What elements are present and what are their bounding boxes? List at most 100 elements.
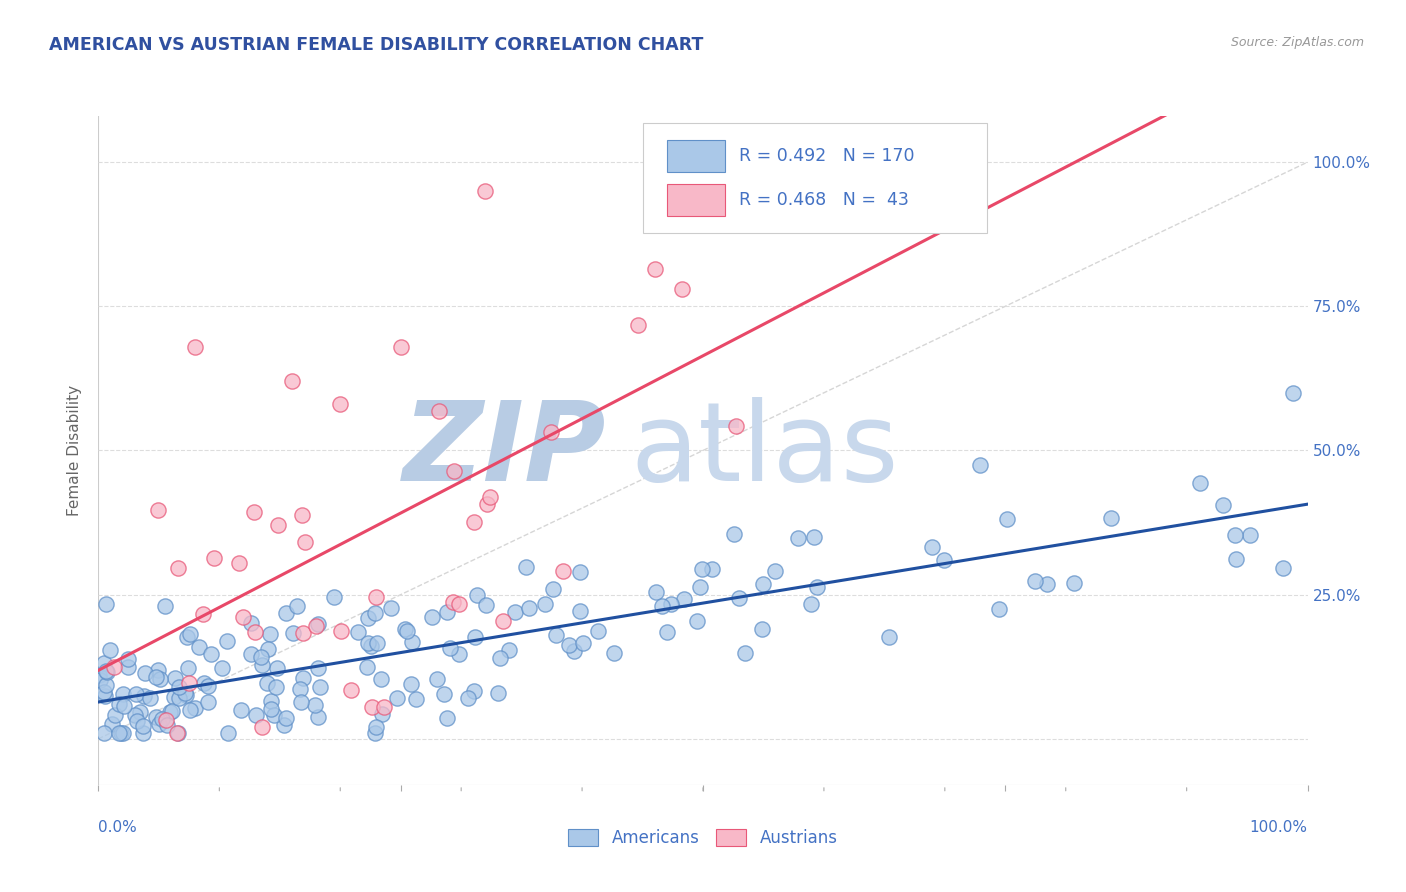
Point bbox=[93, 726, 115, 740]
Point bbox=[117, 660, 139, 674]
Point bbox=[737, 191, 759, 205]
Point bbox=[159, 705, 181, 719]
Point bbox=[146, 663, 169, 677]
Point bbox=[191, 607, 214, 622]
Point bbox=[544, 627, 567, 641]
Point bbox=[765, 564, 787, 578]
Point bbox=[449, 597, 471, 611]
Point bbox=[1223, 528, 1246, 542]
Point bbox=[370, 672, 392, 686]
Point bbox=[464, 630, 486, 644]
Point bbox=[94, 597, 117, 611]
Text: ZIP: ZIP bbox=[402, 397, 606, 504]
Point bbox=[1281, 385, 1303, 400]
Point bbox=[96, 665, 118, 680]
Point bbox=[588, 624, 610, 639]
Point bbox=[290, 508, 312, 522]
Point bbox=[217, 726, 239, 740]
Point bbox=[385, 690, 408, 705]
Point bbox=[363, 726, 385, 740]
Point bbox=[806, 580, 828, 594]
Point bbox=[800, 597, 823, 611]
Point bbox=[689, 581, 711, 595]
Point bbox=[101, 717, 124, 731]
Point bbox=[184, 340, 207, 354]
Point bbox=[364, 606, 387, 620]
Point bbox=[787, 531, 810, 545]
Point bbox=[93, 684, 115, 698]
Point bbox=[987, 602, 1010, 616]
Point bbox=[474, 184, 496, 198]
Text: R = 0.468   N =  43: R = 0.468 N = 43 bbox=[740, 191, 910, 209]
Point bbox=[364, 720, 387, 734]
Point bbox=[124, 708, 146, 723]
Point bbox=[405, 692, 427, 706]
Point bbox=[179, 676, 201, 690]
Point bbox=[228, 556, 250, 570]
Point bbox=[307, 710, 329, 724]
Point bbox=[558, 638, 581, 652]
Point bbox=[166, 726, 188, 740]
Point bbox=[285, 599, 308, 613]
Point bbox=[969, 458, 991, 473]
Point bbox=[304, 698, 326, 712]
Point bbox=[562, 643, 585, 657]
Point bbox=[515, 560, 537, 574]
Point bbox=[176, 630, 198, 644]
Point bbox=[134, 666, 156, 681]
FancyBboxPatch shape bbox=[666, 184, 724, 216]
Point bbox=[1239, 528, 1261, 542]
Point bbox=[243, 624, 266, 639]
Point bbox=[420, 610, 443, 624]
Point bbox=[752, 577, 775, 591]
Point bbox=[229, 703, 252, 717]
Point bbox=[357, 636, 380, 650]
Point bbox=[166, 726, 188, 740]
Point bbox=[932, 553, 955, 567]
Point bbox=[389, 340, 412, 354]
Point bbox=[179, 626, 201, 640]
Point bbox=[690, 562, 713, 576]
Point bbox=[263, 708, 285, 723]
Point bbox=[93, 656, 115, 670]
Point bbox=[644, 262, 666, 277]
Point bbox=[260, 694, 283, 708]
Point bbox=[309, 680, 332, 694]
Point bbox=[551, 564, 574, 578]
Point bbox=[360, 699, 382, 714]
FancyBboxPatch shape bbox=[666, 140, 724, 172]
Point bbox=[394, 622, 416, 636]
Point bbox=[486, 686, 509, 700]
Point bbox=[997, 512, 1019, 526]
Point bbox=[128, 705, 150, 719]
Point bbox=[568, 565, 591, 579]
Point bbox=[447, 647, 470, 661]
Point bbox=[1063, 575, 1085, 590]
Point bbox=[426, 672, 449, 686]
Point bbox=[443, 464, 465, 478]
Point bbox=[250, 720, 273, 734]
Point bbox=[734, 646, 756, 660]
Point bbox=[193, 676, 215, 690]
Point bbox=[305, 619, 328, 633]
Point bbox=[211, 661, 233, 675]
Point bbox=[94, 689, 117, 703]
Point bbox=[724, 419, 747, 434]
Point bbox=[111, 687, 134, 701]
Point bbox=[803, 530, 825, 544]
Point bbox=[283, 626, 305, 640]
Point bbox=[240, 647, 263, 661]
Point bbox=[160, 704, 183, 718]
Text: atlas: atlas bbox=[630, 397, 898, 504]
Point bbox=[436, 711, 458, 725]
Point bbox=[1099, 510, 1122, 524]
Point bbox=[155, 599, 177, 614]
Point bbox=[465, 588, 488, 602]
Point bbox=[274, 606, 297, 620]
Point bbox=[1212, 498, 1234, 512]
Text: R = 0.492   N = 170: R = 0.492 N = 170 bbox=[740, 147, 915, 165]
Point bbox=[94, 665, 117, 679]
Text: 0.0%: 0.0% bbox=[98, 820, 138, 835]
Point bbox=[197, 679, 219, 693]
Text: AMERICAN VS AUSTRIAN FEMALE DISABILITY CORRELATION CHART: AMERICAN VS AUSTRIAN FEMALE DISABILITY C… bbox=[49, 36, 703, 54]
